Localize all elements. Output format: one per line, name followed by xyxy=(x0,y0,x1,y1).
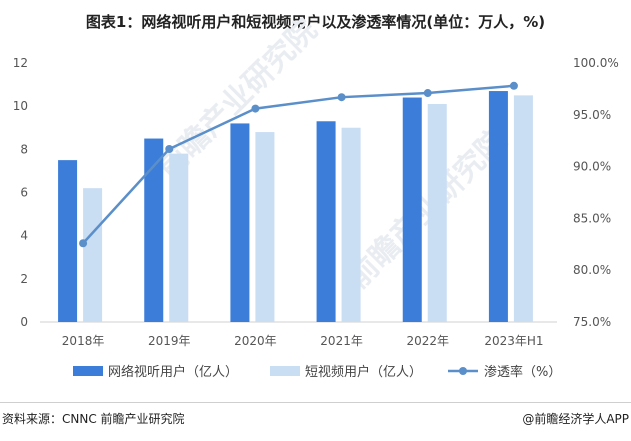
source-note: 资料来源：CNNC 前瞻产业研究院 xyxy=(2,412,185,426)
right-axis-tick: 95.0% xyxy=(573,108,611,122)
watermark: 前瞻产业研究院 xyxy=(341,122,514,295)
penetration-line xyxy=(82,84,515,245)
left-axis-tick: 2 xyxy=(20,272,28,286)
penetration-point xyxy=(79,239,88,248)
x-axis-tick: 2019年 xyxy=(148,334,191,348)
right-axis-tick: 85.0% xyxy=(573,211,611,225)
right-axis-tick: 90.0% xyxy=(573,160,611,174)
left-axis-tick: 4 xyxy=(20,229,28,243)
x-axis-tick: 2021年 xyxy=(320,334,363,348)
legend-swatch-short-video xyxy=(270,366,300,376)
x-axis-tick: 2022年 xyxy=(406,334,449,348)
penetration-point xyxy=(251,104,260,113)
x-axis-tick: 2018年 xyxy=(62,334,105,348)
bar-short-video-users xyxy=(83,188,103,322)
right-axis-tick: 100.0% xyxy=(573,56,619,70)
left-axis-tick: 0 xyxy=(20,315,28,329)
legend-label-av-users: 网络视听用户（亿人） xyxy=(108,364,238,380)
penetration-point xyxy=(423,89,432,98)
bar-av-users xyxy=(58,160,78,322)
right-axis-tick: 75.0% xyxy=(573,315,611,329)
x-axis-tick: 2023年H1 xyxy=(484,334,543,348)
chart-canvas: 前瞻产业研究院前瞻产业研究院02468101275.0%80.0%85.0%90… xyxy=(13,12,619,380)
footer-divider xyxy=(0,402,631,403)
bar-av-users xyxy=(488,91,508,322)
bar-av-users xyxy=(230,123,250,322)
left-axis-tick: 12 xyxy=(13,56,28,70)
penetration-point xyxy=(165,144,174,153)
chart-title: 图表1：网络视听用户和短视频用户以及渗透率情况(单位：万人，%) xyxy=(85,13,546,31)
left-axis-tick: 10 xyxy=(13,99,28,113)
x-axis-tick: 2020年 xyxy=(234,334,277,348)
bar-short-video-users xyxy=(169,153,189,322)
penetration-point xyxy=(509,81,518,90)
bar-short-video-users xyxy=(255,132,275,322)
legend-swatch-av-users xyxy=(73,366,103,376)
legend-label-short-video: 短视频用户（亿人） xyxy=(305,364,422,380)
bar-av-users xyxy=(144,138,164,322)
penetration-point xyxy=(337,93,346,102)
bar-short-video-users xyxy=(341,127,361,322)
credit-note: @前瞻经济学人APP xyxy=(522,412,629,426)
left-axis-tick: 8 xyxy=(20,142,28,156)
bar-av-users xyxy=(316,121,336,323)
left-axis-tick: 6 xyxy=(20,186,28,200)
bar-av-users xyxy=(402,97,422,323)
right-axis-tick: 80.0% xyxy=(573,263,611,277)
bar-short-video-users xyxy=(513,95,533,322)
legend-label-penetration: 渗透率（%） xyxy=(484,364,561,380)
bar-short-video-users xyxy=(427,104,447,322)
legend-marker-penetration xyxy=(459,367,467,375)
